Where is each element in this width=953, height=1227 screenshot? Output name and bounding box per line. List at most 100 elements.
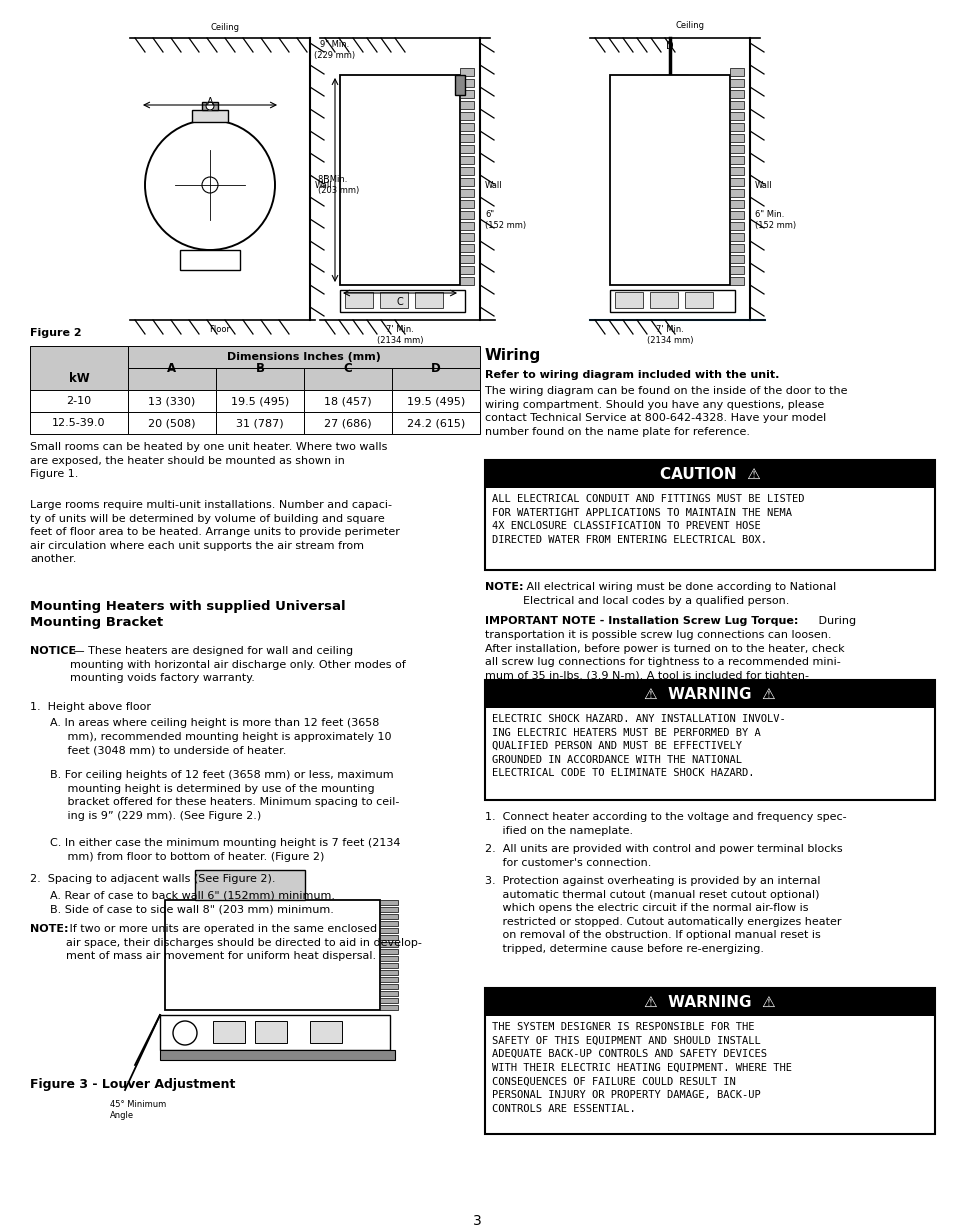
Text: 1.  Connect heater according to the voltage and frequency spec-
     ified on th: 1. Connect heater according to the volta… (484, 812, 845, 836)
Bar (215, 390, 304, 412)
Bar (379, 935, 397, 940)
Bar (379, 928, 397, 933)
Bar (484, 680, 934, 708)
Text: 6" Min.
(152 mm): 6" Min. (152 mm) (754, 210, 796, 229)
Bar (729, 90, 743, 98)
Text: Figure 3 - Louver Adjustment: Figure 3 - Louver Adjustment (30, 1079, 235, 1091)
Text: Mounting Heaters with supplied Universal
Mounting Bracket: Mounting Heaters with supplied Universal… (30, 600, 345, 629)
Bar (213, 1021, 245, 1043)
Text: 3.  Protection against overheating is provided by an internal
     automatic the: 3. Protection against overheating is pro… (484, 876, 841, 955)
Bar (379, 948, 397, 955)
Bar (379, 921, 397, 926)
Text: The wiring diagram can be found on the inside of the door to the
wiring compartm: The wiring diagram can be found on the i… (484, 387, 846, 437)
Text: D: D (431, 362, 440, 374)
Text: Wiring: Wiring (484, 348, 540, 363)
Bar (128, 346, 479, 368)
Bar (459, 101, 474, 109)
Text: ELECTRIC SHOCK HAZARD. ANY INSTALLATION INVOLV-
ING ELECTRIC HEATERS MUST BE PER: ELECTRIC SHOCK HAZARD. ANY INSTALLATION … (492, 714, 785, 778)
Text: NOTE:: NOTE: (484, 582, 523, 591)
Bar (379, 1005, 397, 1010)
Bar (379, 914, 397, 919)
Text: 8" Min.
(203 mm): 8" Min. (203 mm) (317, 175, 359, 195)
Bar (459, 255, 474, 263)
Bar (459, 145, 474, 153)
Bar (484, 988, 934, 1134)
Bar (729, 211, 743, 218)
Bar (459, 79, 474, 87)
Bar (459, 123, 474, 131)
Bar (609, 75, 729, 285)
Bar (415, 292, 442, 308)
Text: Wall: Wall (754, 180, 772, 189)
Bar (128, 390, 215, 412)
Bar (339, 75, 459, 285)
Bar (729, 277, 743, 285)
Text: B. Side of case to side wall 8" (203 mm) minimum.: B. Side of case to side wall 8" (203 mm)… (50, 904, 334, 914)
Bar (651, 75, 687, 90)
Bar (459, 222, 474, 229)
Text: 27 (686): 27 (686) (324, 418, 372, 428)
Bar (729, 233, 743, 240)
Bar (459, 90, 474, 98)
Text: Ceiling: Ceiling (675, 21, 703, 29)
Text: B: B (323, 175, 330, 185)
Text: 24.2 (615): 24.2 (615) (406, 418, 465, 428)
Bar (729, 266, 743, 274)
Bar (484, 988, 934, 1016)
Bar (194, 870, 305, 899)
Bar (30, 412, 128, 434)
Text: 1.  Height above floor: 1. Height above floor (30, 702, 151, 712)
Text: NOTE:: NOTE: (30, 924, 69, 934)
Text: Wall: Wall (314, 180, 333, 189)
Bar (339, 290, 464, 312)
Text: 9" Min.
(229 mm): 9" Min. (229 mm) (314, 40, 355, 60)
Bar (609, 290, 734, 312)
Text: ⚠  WARNING  ⚠: ⚠ WARNING ⚠ (643, 686, 775, 702)
Bar (160, 1015, 390, 1050)
Bar (459, 266, 474, 274)
Bar (459, 112, 474, 120)
Bar (459, 189, 474, 198)
Bar (729, 79, 743, 87)
Text: A. In areas where ceiling height is more than 12 feet (3658
     mm), recommende: A. In areas where ceiling height is more… (50, 718, 391, 755)
Text: C: C (396, 297, 403, 307)
Bar (729, 189, 743, 198)
Text: A: A (168, 362, 176, 374)
Bar (615, 292, 642, 308)
Bar (215, 412, 304, 434)
Bar (202, 102, 218, 110)
Text: transportation it is possible screw lug connections can loosen.
After installati: transportation it is possible screw lug … (484, 629, 843, 694)
Bar (165, 899, 379, 1010)
Text: Wall: Wall (484, 180, 502, 189)
Text: 2-10: 2-10 (67, 396, 91, 406)
Text: C. In either case the minimum mounting height is 7 feet (2134
     mm) from floo: C. In either case the minimum mounting h… (50, 838, 400, 861)
Text: 7' Min.
(2134 mm): 7' Min. (2134 mm) (646, 325, 693, 345)
Bar (484, 460, 934, 488)
Bar (392, 412, 479, 434)
Text: ⚠  WARNING  ⚠: ⚠ WARNING ⚠ (643, 995, 775, 1010)
Bar (379, 984, 397, 989)
Text: 13 (330): 13 (330) (149, 396, 195, 406)
Text: A. Rear of case to back wall 6" (152mm) minimum.: A. Rear of case to back wall 6" (152mm) … (50, 890, 335, 899)
Text: Refer to wiring diagram included with the unit.: Refer to wiring diagram included with th… (484, 371, 779, 380)
Bar (729, 244, 743, 252)
Bar (459, 178, 474, 187)
Text: Floor: Floor (210, 325, 231, 334)
Text: C: C (343, 362, 352, 374)
Bar (180, 250, 240, 270)
Bar (160, 1050, 395, 1060)
Text: 6"
(152 mm): 6" (152 mm) (484, 210, 525, 229)
Bar (684, 292, 712, 308)
Bar (729, 222, 743, 229)
Bar (379, 963, 397, 968)
Circle shape (206, 102, 213, 110)
Bar (729, 134, 743, 142)
Bar (729, 112, 743, 120)
Bar (459, 67, 474, 76)
Text: CAUTION  ⚠: CAUTION ⚠ (659, 466, 760, 481)
Text: 19.5 (495): 19.5 (495) (231, 396, 289, 406)
Bar (379, 956, 397, 961)
Bar (379, 907, 397, 912)
Text: kW: kW (69, 373, 90, 385)
Bar (729, 156, 743, 164)
